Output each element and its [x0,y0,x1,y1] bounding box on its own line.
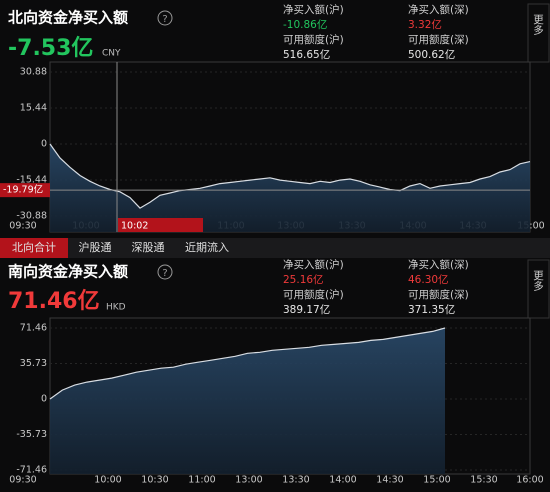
stat-label: 净买入额(深) [408,258,469,271]
x-tick-label: 15:00 [423,475,450,486]
x-tick-label: 14:00 [329,475,356,486]
help-icon[interactable] [157,10,173,26]
stat-label: 可用额度(沪) [283,288,344,301]
y-tick-label: -30.88 [16,211,47,222]
y-tick-label: -35.73 [16,429,47,440]
stat-label: 可用额度(深) [408,288,469,301]
tab[interactable]: 深股通 [132,241,165,254]
stat-value: -10.86亿 [283,18,327,31]
stat-value: 3.32亿 [408,18,442,31]
area [50,328,445,474]
stat-label: 净买入额(沪) [283,258,344,271]
stat-value: 25.16亿 [283,273,324,286]
stat-value: 371.35亿 [408,303,455,316]
stat-label: 净买入额(沪) [283,3,344,16]
x-tick-label: 10:30 [141,475,168,486]
area [50,144,530,232]
crosshair-value-box [0,183,50,198]
tab-active[interactable] [0,238,68,258]
net-value: 71.46亿 [8,289,100,314]
currency: HKD [106,303,126,313]
y-tick-label: 35.73 [20,358,47,369]
y-tick-label: -71.46 [16,465,47,476]
stat-value: 389.17亿 [283,303,330,316]
x-tick-label: 15:30 [470,475,497,486]
line [49,327,446,400]
title: 北向资金净买入额 [8,9,128,27]
crosshair-value: -19.79亿 [3,184,43,196]
x-tick-label: 15:00 [517,221,544,232]
y-tick-label: 71.46 [20,323,47,334]
x-tick-label: 14:30 [376,475,403,486]
x-tick-label: 13:30 [282,475,309,486]
y-tick-label: 15.44 [20,103,47,114]
y-tick-label: 0 [41,394,47,405]
stat-value: 516.65亿 [283,48,330,61]
stat-value: 500.62亿 [408,48,455,61]
more-label[interactable]: 更多 [532,14,544,36]
x-tick-label: 09:30 [9,221,36,232]
x-tick-label: 09:30 [9,475,36,486]
tab[interactable]: 近期流入 [185,240,229,254]
more-button[interactable] [527,3,550,63]
y-tick-label: 0 [41,139,47,150]
x-tick-label: 13:00 [235,475,262,486]
x-tick-label: 11:00 [188,475,215,486]
y-tick-label: 30.88 [20,67,47,78]
crosshair-time: 10:02 [121,221,148,232]
tab-bar [0,238,550,258]
stat-label: 可用额度(沪) [283,33,344,46]
help-mark: ? [162,14,167,25]
stat-label: 净买入额(深) [408,3,469,16]
stat-value: 46.30亿 [408,273,449,286]
crosshair-time-box [118,218,203,232]
stat-label: 可用额度(深) [408,33,469,46]
x-tick-label: 10:00 [94,475,121,486]
x-tick-label: 16:00 [516,475,543,486]
y-tick-label: -15.44 [16,175,47,186]
line [49,143,531,209]
more-button[interactable] [527,259,550,319]
more-label[interactable]: 更多 [532,270,544,292]
net-value: -7.53亿 [8,36,93,61]
help-icon[interactable] [157,264,173,280]
currency: CNY [102,49,121,59]
tab[interactable]: 北向合计 [12,240,56,254]
help-mark: ? [162,268,167,279]
tab[interactable]: 沪股通 [79,240,112,254]
title: 南向资金净买入额 [8,263,128,281]
